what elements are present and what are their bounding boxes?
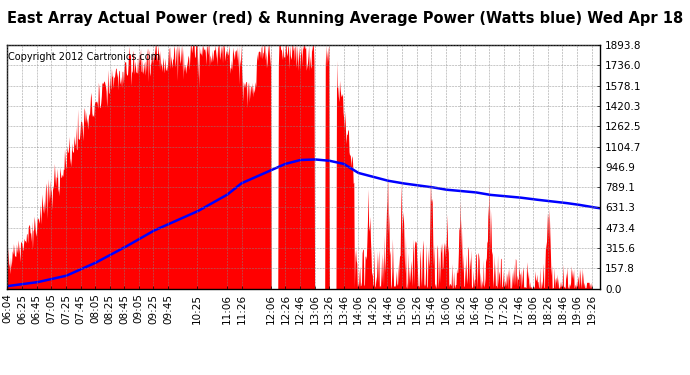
Text: Copyright 2012 Cartronics.com: Copyright 2012 Cartronics.com <box>8 53 160 62</box>
Text: East Array Actual Power (red) & Running Average Power (Watts blue) Wed Apr 18 19: East Array Actual Power (red) & Running … <box>7 11 690 26</box>
